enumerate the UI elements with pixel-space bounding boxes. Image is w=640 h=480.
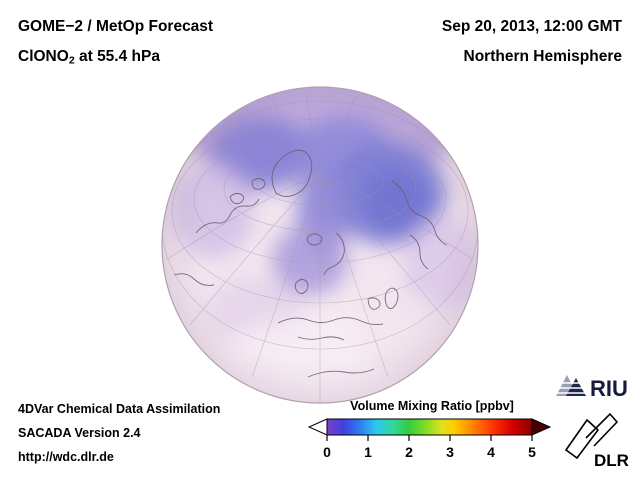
product-title: GOME−2 / MetOp Forecast [18, 18, 214, 35]
colorbar-ticks [326, 435, 533, 441]
dlr-logo: DLR [564, 412, 629, 470]
pressure-level: at 55.4 hPa [74, 48, 160, 65]
dlr-logo-text: DLR [594, 451, 629, 470]
colorbar-tick-label: 1 [364, 444, 372, 460]
colorbar: 0 1 2 3 4 5 [307, 418, 552, 460]
colorbar-tick-label: 2 [405, 444, 413, 460]
globe-outline [161, 86, 479, 404]
riu-logo-text: RIU [590, 376, 628, 401]
globe-rim-shading [162, 87, 478, 403]
globe-svg [161, 86, 479, 404]
assimilation-label: 4DVar Chemical Data Assimilation [18, 402, 221, 416]
colorbar-tick-labels: 0 1 2 3 4 5 [323, 444, 536, 460]
colorbar-over-arrow [531, 418, 552, 436]
species-level-line: ClONO2 at 55.4 hPa [18, 42, 213, 76]
colorbar-gradient-bar [326, 418, 533, 436]
colorbar-title: Volume Mixing Ratio [ppbv] [350, 399, 514, 413]
species-name: ClONO [18, 48, 69, 65]
colorbar-tick-label: 3 [446, 444, 454, 460]
dlr-emblem [564, 412, 619, 460]
version-label: SACADA Version 2.4 [18, 426, 141, 440]
datetime-label: Sep 20, 2013, 12:00 GMT [441, 18, 622, 35]
header-left: GOME−2 / MetOp Forecast ClONO2 at 55.4 h… [18, 12, 213, 76]
colorbar-under-arrow [307, 418, 328, 436]
header-right: Sep 20, 2013, 12:00 GMT Northern Hemisph… [442, 12, 622, 72]
species-subscript: 2 [68, 54, 75, 67]
riu-stripes [556, 382, 586, 394]
globe-map [160, 85, 480, 405]
colorbar-tick-label: 0 [323, 444, 331, 460]
url-label: http://wdc.dlr.de [18, 450, 114, 464]
footer-left: 4DVar Chemical Data Assimilation SACADA … [18, 397, 220, 469]
riu-logo: RIU [556, 375, 628, 401]
colorbar-tick-label: 5 [528, 444, 536, 460]
colorbar-tick-label: 4 [487, 444, 495, 460]
hemisphere-label: Northern Hemisphere [463, 48, 622, 65]
riu-triangle-dark [566, 378, 586, 396]
